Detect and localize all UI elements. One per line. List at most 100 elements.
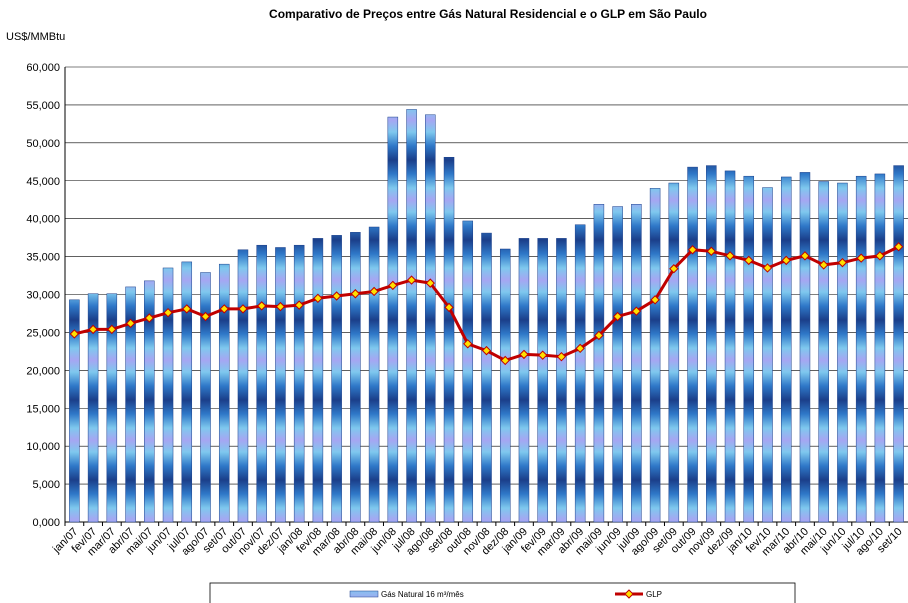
bar — [443, 156, 455, 523]
line-marker — [818, 260, 829, 270]
chart-title: Comparativo de Preços entre Gás Natural … — [269, 7, 707, 21]
line-marker — [519, 349, 529, 360]
y-tick-label: 60,000 — [26, 62, 60, 74]
bar — [106, 293, 118, 523]
line-marker — [406, 275, 417, 285]
y-axis-label: US$/MMBtu — [6, 31, 65, 43]
y-tick-label: 0,000 — [32, 517, 60, 529]
line-marker — [275, 301, 286, 312]
line-marker — [800, 251, 810, 261]
bar — [837, 182, 848, 523]
line-marker — [69, 329, 80, 339]
line-marker — [575, 343, 585, 354]
legend-swatch — [349, 590, 379, 598]
y-tick-label: 55,000 — [26, 100, 60, 112]
line-marker — [444, 302, 454, 313]
bar — [631, 204, 642, 523]
bar — [218, 263, 230, 523]
line-marker — [744, 255, 754, 266]
line-marker — [294, 300, 304, 310]
bar — [275, 247, 286, 523]
bar — [368, 226, 380, 523]
line-marker — [388, 280, 398, 291]
line-marker — [856, 253, 866, 263]
line-marker — [200, 311, 211, 322]
bar — [125, 286, 136, 523]
bar — [537, 238, 548, 523]
line-marker — [594, 330, 604, 341]
line-marker — [669, 264, 679, 274]
line-marker — [781, 255, 791, 266]
y-tick-label: 45,000 — [26, 176, 60, 188]
line-marker — [837, 257, 848, 268]
line-marker — [107, 324, 117, 335]
bar — [574, 224, 586, 523]
line-marker — [256, 301, 267, 311]
line-marker — [725, 251, 735, 261]
line-marker — [631, 306, 642, 316]
y-tick-label: 35,000 — [26, 252, 60, 264]
line-marker — [706, 246, 717, 256]
legend-label: Gás Natural 16 m³/mês — [381, 590, 464, 599]
bar — [706, 165, 717, 523]
y-tick-label: 15,000 — [26, 403, 60, 415]
line-marker — [612, 311, 623, 322]
legend-label: GLP — [646, 590, 662, 599]
line-marker — [893, 242, 904, 252]
bar — [200, 272, 211, 523]
bar — [387, 116, 399, 523]
bar — [256, 244, 267, 523]
bar — [780, 176, 792, 523]
bar — [612, 206, 623, 523]
bar — [799, 172, 811, 523]
line-marker — [163, 307, 173, 318]
bar — [556, 238, 567, 523]
bar — [818, 181, 829, 523]
y-tick-label: 50,000 — [26, 138, 60, 150]
bar — [893, 165, 904, 523]
line-marker — [219, 304, 229, 314]
bar — [406, 109, 417, 523]
bar — [350, 232, 361, 523]
y-tick-label: 40,000 — [26, 214, 60, 226]
bar — [481, 232, 492, 523]
bar — [687, 166, 698, 523]
line-marker — [182, 304, 192, 314]
bar — [518, 238, 530, 523]
bar — [237, 249, 249, 523]
bar — [762, 187, 773, 523]
line-marker — [556, 351, 567, 362]
bar — [162, 267, 174, 523]
line-marker — [125, 318, 136, 329]
bar — [293, 244, 305, 523]
bar — [649, 188, 661, 523]
line-marker — [425, 278, 436, 288]
line-marker — [369, 286, 379, 297]
line-marker — [650, 295, 660, 305]
line-marker — [537, 350, 548, 360]
legend-marker — [624, 589, 634, 599]
line-marker — [144, 313, 155, 323]
y-tick-label: 25,000 — [26, 327, 60, 339]
line-marker — [88, 324, 98, 335]
line-marker — [687, 245, 698, 255]
y-tick-label: 30,000 — [26, 290, 60, 302]
y-tick-label: 5,000 — [32, 479, 60, 491]
bar — [668, 182, 680, 523]
y-tick-label: 10,000 — [26, 441, 60, 453]
bar — [331, 235, 342, 523]
bar — [312, 238, 324, 523]
line-marker — [238, 304, 248, 314]
line-marker — [481, 345, 492, 356]
line-marker — [331, 291, 342, 301]
line-marker — [500, 355, 510, 366]
line-marker — [350, 289, 361, 299]
bar — [425, 114, 436, 523]
bar — [499, 248, 511, 523]
line-marker — [463, 339, 473, 349]
bar — [724, 170, 736, 523]
bar — [69, 299, 80, 523]
line-marker — [875, 251, 885, 261]
